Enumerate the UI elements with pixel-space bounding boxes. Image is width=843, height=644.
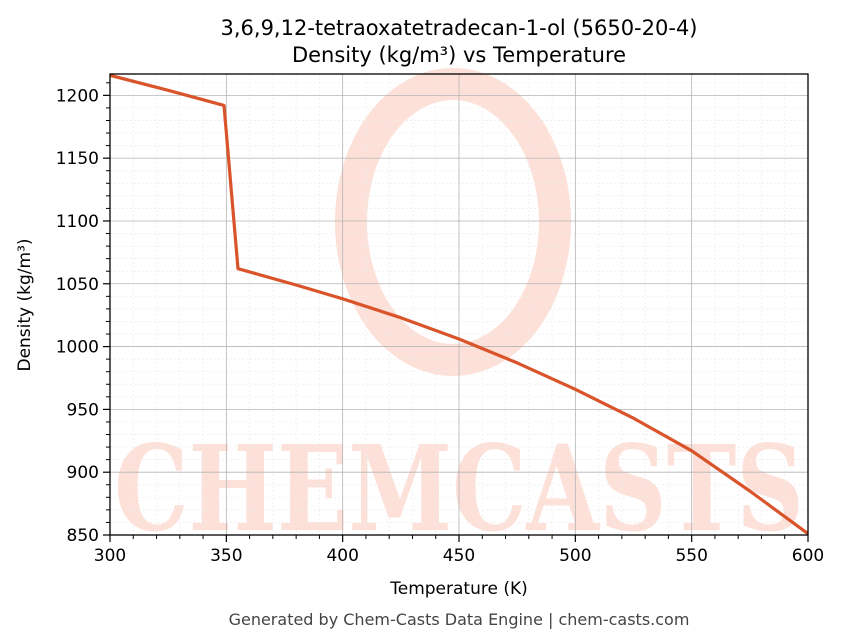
y-tick-label: 900 xyxy=(67,463,99,483)
x-tick-label: 600 xyxy=(792,546,824,566)
y-tick-label: 950 xyxy=(67,400,99,420)
y-tick-label: 1000 xyxy=(56,338,99,358)
plot-area: CHEMCASTS xyxy=(109,68,809,558)
x-tick-label: 550 xyxy=(675,546,707,566)
y-axis-ticks: 850 900 950 1000 1050 1100 1150 1200 xyxy=(56,82,110,546)
y-tick-label: 1100 xyxy=(56,212,99,232)
y-axis-label: Density (kg/m³) xyxy=(15,238,35,371)
x-tick-label: 350 xyxy=(210,546,242,566)
y-tick-label: 1050 xyxy=(56,275,99,295)
chart-title-line2: Density (kg/m³) vs Temperature xyxy=(292,43,626,67)
x-axis-label: Temperature (K) xyxy=(389,579,528,599)
chart-title-line1: 3,6,9,12-tetraoxatetradecan-1-ol (5650-2… xyxy=(221,16,698,40)
x-tick-label: 500 xyxy=(559,546,591,566)
x-tick-label: 450 xyxy=(443,546,475,566)
x-tick-label: 400 xyxy=(326,546,358,566)
x-axis-ticks: 300 350 400 450 500 550 600 xyxy=(94,535,824,566)
footer-credit: Generated by Chem-Casts Data Engine | ch… xyxy=(229,610,690,629)
x-tick-label: 300 xyxy=(94,546,126,566)
y-tick-label: 1200 xyxy=(56,86,99,106)
density-series-line xyxy=(109,73,809,535)
y-tick-label: 850 xyxy=(67,526,99,546)
watermark-swirl xyxy=(335,68,571,376)
y-tick-label: 1150 xyxy=(56,149,99,169)
